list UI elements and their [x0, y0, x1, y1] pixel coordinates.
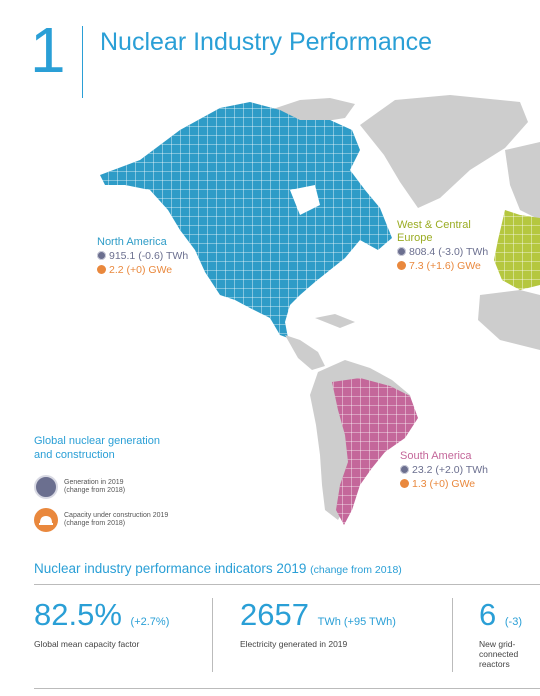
- indicator-capacity-factor: 82.5% (+2.7%) Global mean capacity facto…: [34, 597, 170, 650]
- title-divider: [82, 26, 83, 98]
- indicator-caption: Electricity generated in 2019: [240, 639, 348, 649]
- south-america-capacity: 1.3 (+0) GWe: [400, 477, 488, 491]
- indicators-top-rule: [34, 584, 540, 585]
- indicator-divider: [452, 598, 453, 672]
- south-america-generation: 23.2 (+2.0) TWh: [400, 463, 488, 477]
- indicator-value: 82.5%: [34, 597, 122, 632]
- south-america-name: South America: [400, 450, 472, 462]
- indicator-change: TWh (+95 TWh): [317, 616, 396, 628]
- legend-capacity-text: Capacity under construction 2019 (change…: [64, 512, 169, 527]
- indicator-change: (+2.7%): [130, 616, 170, 628]
- north-america-capacity: 2.2 (+0) GWe: [97, 263, 188, 277]
- world-map: [100, 95, 540, 525]
- indicator-value: 2657: [240, 597, 309, 632]
- north-america-shape: [100, 102, 392, 338]
- indicator-caption: Global mean capacity factor: [34, 639, 140, 649]
- south-america-shape: [332, 378, 418, 525]
- hard-hat-icon: [97, 265, 106, 274]
- hard-hat-icon: [397, 261, 406, 270]
- legend-title: Global nuclear generation and constructi…: [34, 435, 160, 461]
- hard-hat-icon: [34, 508, 58, 532]
- europe-generation: 808.4 (-3.0) TWh: [397, 245, 488, 259]
- indicators-bottom-rule: [34, 688, 540, 689]
- europe-shape: [494, 210, 540, 290]
- north-america-name: North America: [97, 236, 167, 248]
- europe-name-line2: Europe: [397, 232, 433, 244]
- globe-icon: [34, 475, 58, 499]
- indicator-caption-line2: connected: [479, 649, 519, 659]
- globe-icon: [97, 251, 106, 260]
- indicator-divider: [212, 598, 213, 672]
- greenland-shape: [360, 95, 528, 208]
- legend-generation-text: Generation in 2019 (change from 2018): [64, 479, 126, 494]
- north-america-label: North America 915.1 (-0.6) TWh 2.2 (+0) …: [97, 236, 188, 277]
- indicator-change: (-3): [504, 616, 522, 628]
- indicator-caption-line1: New grid-: [479, 639, 516, 649]
- page-title: Nuclear Industry Performance: [100, 28, 433, 56]
- europe-label: West & Central Europe 808.4 (-3.0) TWh 7…: [397, 219, 488, 273]
- africa-shape: [478, 290, 540, 350]
- north-america-generation: 915.1 (-0.6) TWh: [97, 249, 188, 263]
- indicator-electricity: 2657 TWh (+95 TWh) Electricity generated…: [240, 597, 396, 650]
- indicator-value: 6: [479, 597, 497, 632]
- indicators-heading: Nuclear industry performance indicators …: [34, 561, 402, 576]
- europe-capacity: 7.3 (+1.6) GWe: [397, 259, 488, 273]
- chapter-number: 1: [30, 14, 66, 86]
- europe-gray-shape: [505, 142, 540, 220]
- indicator-caption-line3: reactors: [479, 659, 510, 669]
- indicator-reactors: 6 (-3) New grid- connected reactors: [479, 597, 522, 670]
- south-america-label: South America 23.2 (+2.0) TWh 1.3 (+0) G…: [400, 450, 488, 491]
- globe-icon: [397, 247, 406, 256]
- hard-hat-icon: [400, 479, 409, 488]
- globe-icon: [400, 465, 409, 474]
- central-america-shape: [285, 314, 355, 370]
- europe-name-line1: West & Central: [397, 219, 471, 231]
